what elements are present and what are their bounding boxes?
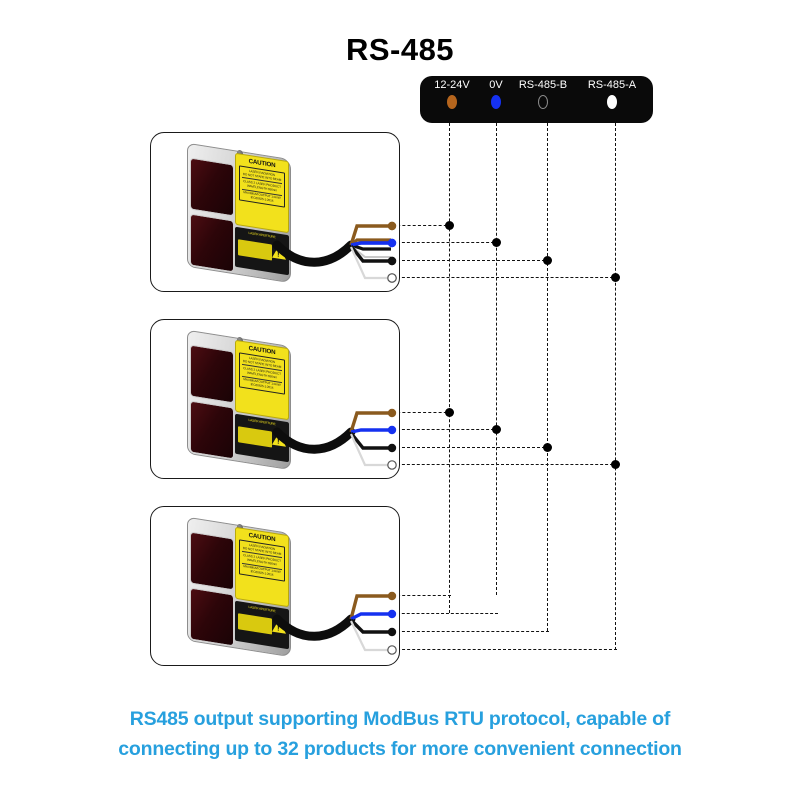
run-1-rs485b [392,260,550,261]
run-3-power [392,595,451,596]
run-1-rs485a [392,277,618,278]
run-2-ground [392,429,499,430]
junction-dot-2-rs485a [610,459,620,469]
run-2-rs485a [392,464,618,465]
terminal-rs485-a[interactable]: RS-485-A [580,76,644,123]
junction-dot-1-rs485b [542,255,552,265]
bus-line-rs485-b [547,123,548,631]
terminal-0v[interactable]: 0V [478,76,514,123]
sensor-cable-and-pigtail [272,591,397,655]
junction-dot-2-rs485b [542,442,552,452]
terminal-pin-icon [447,95,457,109]
sensor-unit-3: CAUTION LASER RADIATION DO NOT STARE INT… [150,506,400,666]
bus-line-0v [496,123,497,595]
terminal-pin-icon [607,95,617,109]
page-title: RS-485 [345,32,455,67]
caption-line-1: RS485 output supporting ModBus RTU proto… [129,708,671,730]
terminal-pin-icon [491,95,501,109]
run-3-rs485b [392,631,549,632]
junction-dot-1-ground [491,237,501,247]
junction-dot-2-ground [491,424,501,434]
terminal-label: 0V [489,79,503,91]
junction-dot-1-power [444,220,454,230]
sensor-unit-2: CAUTION LASER RADIATION DO NOT STARE INT… [150,319,400,479]
bus-line-rs485-a [615,123,616,650]
junction-dot-1-rs485a [610,272,620,282]
terminal-label: RS-485-B [518,79,568,91]
bus-line-12-24v [449,123,450,613]
run-2-rs485b [392,447,550,448]
sensor-cable-and-pigtail [272,408,397,470]
run-1-power [392,225,452,226]
rs485-terminal-block: 12-24V 0V RS-485-B RS-485-A [420,76,653,123]
sensor-unit-1: CAUTION LASER RADIATION DO NOT STARE INT… [150,132,400,292]
run-3-ground [392,613,498,614]
run-1-ground [392,242,499,243]
run-2-power [392,412,452,413]
caption-line-2: connecting up to 32 products for more co… [118,738,682,760]
terminal-label: RS-485-A [587,79,637,91]
sensor-cable-and-pigtail [272,221,397,283]
terminal-pin-icon [538,95,548,109]
caption: RS485 output supporting ModBus RTU proto… [0,704,800,764]
terminal-rs485-b[interactable]: RS-485-B [512,76,574,123]
terminal-label: 12-24V [434,79,470,91]
run-3-rs485a [392,649,617,650]
junction-dot-2-power [444,407,454,417]
terminal-12-24v[interactable]: 12-24V [424,76,480,123]
